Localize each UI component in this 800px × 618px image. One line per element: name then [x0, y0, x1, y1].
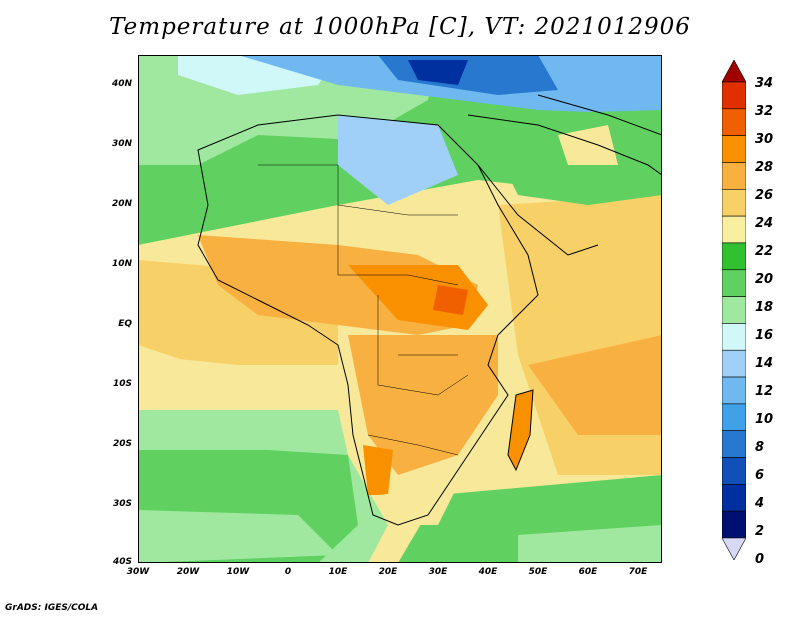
colorbar-label-2: 2	[755, 524, 765, 539]
borders	[258, 164, 469, 456]
colorbar-label-32: 32	[755, 104, 774, 119]
lon-tick-20w: 20W	[176, 567, 200, 577]
lon-tick-70e: 70E	[628, 567, 648, 577]
colorbar-label-18: 18	[755, 300, 774, 315]
south-africa-mild	[378, 485, 458, 525]
colorbar-segment	[722, 403, 746, 432]
colorbar	[722, 60, 746, 560]
colorbar-label-8: 8	[755, 440, 765, 455]
colorbar-segment	[722, 215, 746, 244]
lon-tick-10e: 10E	[328, 567, 348, 577]
colorbar-segment	[722, 296, 746, 324]
atlantic-band	[138, 355, 358, 405]
southern-africa-warm	[348, 335, 498, 475]
colorbar-segment	[722, 376, 746, 405]
colorbar-segment	[722, 349, 746, 378]
colorbar-segment	[722, 242, 746, 271]
colorbar-segment	[722, 108, 746, 136]
colorbar-label-24: 24	[755, 216, 774, 231]
temperature-map	[138, 55, 662, 563]
colorbar-label-12: 12	[755, 384, 774, 399]
colorbar-bottom-triangle	[722, 537, 746, 560]
turkey-coldest	[408, 60, 468, 85]
lon-tick-30w: 30W	[126, 567, 150, 577]
lon-tick-10w: 10W	[226, 567, 250, 577]
colorbar-label-16: 16	[755, 328, 774, 343]
indian-ocean-hot	[528, 335, 662, 435]
colorbar-segment	[722, 81, 746, 110]
lat-tick-20n: 20N	[111, 199, 132, 209]
colorbar-label-26: 26	[755, 188, 774, 203]
colorbar-segment	[722, 457, 746, 485]
colorbar-label-4: 4	[755, 496, 765, 511]
lon-tick-40e: 40E	[478, 567, 498, 577]
colorbar-label-28: 28	[755, 160, 774, 175]
coastlines	[197, 94, 662, 526]
south-indian-light	[518, 525, 662, 563]
colorbar-label-14: 14	[755, 356, 774, 371]
colorbar-segment	[722, 323, 746, 351]
map-canvas	[138, 55, 662, 563]
lon-tick-60e: 60E	[578, 567, 598, 577]
chart-title: Temperature at 1000hPa [C], VT: 20210129…	[109, 14, 691, 40]
colorbar-segment	[722, 510, 746, 539]
south-atlantic-light	[138, 510, 338, 563]
lat-tick-10s: 10S	[112, 379, 132, 389]
colorbar-label-10: 10	[755, 412, 774, 427]
map-frame	[138, 55, 662, 563]
colorbar-label-34: 34	[755, 76, 774, 91]
lat-tick-40s: 40S	[112, 557, 132, 567]
colorbar-label-0: 0	[755, 552, 765, 567]
east-africa-hottest	[433, 285, 468, 315]
colorbar-segment	[722, 269, 746, 297]
colorbar-segment	[722, 135, 746, 163]
lat-tick-30s: 30S	[112, 499, 132, 509]
colorbar-segment	[722, 162, 746, 190]
colorbar-label-20: 20	[755, 272, 774, 287]
libya-egypt-cool	[338, 115, 458, 205]
grads-credit: GrADS: IGES/COLA	[5, 603, 99, 613]
colorbar-top-triangle	[722, 60, 746, 83]
central-africa-hot	[348, 265, 488, 330]
lat-tick-20s: 20S	[112, 439, 132, 449]
lat-tick-10n: 10N	[111, 259, 132, 269]
colorbar-segment	[722, 430, 746, 458]
lat-tick-eq: EQ	[118, 319, 132, 329]
colorbar-label-30: 30	[755, 132, 774, 147]
colorbar-label-6: 6	[755, 468, 765, 483]
colorbar-segment	[722, 188, 746, 217]
lon-tick-30e: 30E	[428, 567, 448, 577]
lon-tick-0: 0	[284, 567, 292, 577]
lat-tick-40n: 40N	[111, 79, 132, 89]
lon-tick-50e: 50E	[528, 567, 548, 577]
colorbar-segment	[722, 484, 746, 512]
colorbar-label-22: 22	[755, 244, 774, 259]
lat-tick-30n: 30N	[111, 139, 132, 149]
arabia-warm	[558, 125, 618, 165]
lon-tick-20e: 20E	[378, 567, 398, 577]
namibia-hot	[363, 445, 393, 495]
